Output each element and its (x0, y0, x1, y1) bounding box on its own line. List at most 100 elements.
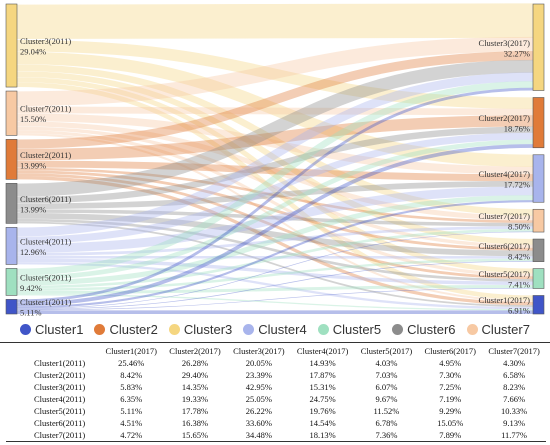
node-target-cluster2 (532, 97, 545, 149)
node-target-cluster5 (532, 268, 545, 289)
node-source-cluster1-share: 5.11% (20, 308, 42, 318)
link-cluster5-to-cluster4 (16, 195, 534, 286)
table-row: Cluster2(2011) 8.42% 29.40% 23.39% 17.87% 7.0… (6, 369, 546, 381)
legend-item-cluster2: Cluster2 (94, 322, 158, 337)
table-cell: 15.31% (309, 382, 336, 392)
node-source-cluster2-share: 13.99% (20, 160, 46, 170)
legend-label-cluster3: Cluster3 (183, 321, 233, 337)
table-cell: 29.40% (181, 370, 209, 380)
link-cluster4-to-cluster7 (16, 226, 534, 256)
table-cell: 19.33% (181, 394, 209, 404)
link-cluster3-to-cluster1 (16, 82, 534, 301)
table-cell: 7.66% (503, 394, 526, 404)
legend-label-cluster4: Cluster4 (258, 321, 307, 337)
link-cluster5-to-cluster6 (16, 258, 534, 291)
table-cell: 34.48% (226, 429, 291, 442)
table-cell: 33.60% (245, 418, 272, 428)
link-cluster1-to-cluster4 (16, 200, 534, 309)
node-source-cluster4 (5, 227, 18, 265)
link-cluster4-to-cluster3 (16, 72, 534, 237)
table-cell: 7.30% (439, 370, 462, 380)
link-cluster5-to-cluster2 (16, 139, 534, 281)
table-cell: 15.05% (437, 418, 464, 428)
legend-label-cluster6: Cluster6 (407, 321, 456, 337)
link-cluster3-to-cluster6 (16, 71, 534, 245)
node-source-cluster3-share: 29.04% (20, 47, 46, 57)
link-cluster1-to-cluster6 (16, 260, 534, 310)
legend-swatch-cluster5 (317, 323, 329, 335)
link-cluster6-to-cluster7 (16, 209, 534, 227)
link-cluster5-to-cluster3 (16, 81, 534, 276)
link-cluster3-to-cluster7 (16, 64, 534, 216)
node-target-cluster4-name: Cluster4(2017) (479, 169, 531, 179)
link-cluster3-to-cluster3 (16, 3, 534, 40)
table-cell: 9.67% (375, 394, 398, 404)
link-cluster7-to-cluster6 (16, 126, 534, 248)
node-target-cluster1-name: Cluster1(2017) (479, 295, 531, 305)
node-source-cluster6-name: Cluster6(2011) (20, 194, 71, 204)
node-source-cluster4-name: Cluster4(2011) (20, 236, 71, 246)
node-source-cluster3 (5, 3, 18, 88)
legend-swatch-cluster7 (466, 323, 478, 335)
table-cell: 7.89% (418, 429, 483, 442)
legend-swatch-cluster1 (20, 323, 32, 335)
node-target-cluster7-share: 8.50% (508, 222, 530, 232)
table-cell: 7.36% (354, 429, 419, 442)
sankey-diagram: Cluster3(2011)29.04% Cluster7(2011)15.50%… (5, 3, 545, 318)
legend-item-cluster1: Cluster1 (20, 322, 83, 337)
table-col-header-cluster5: Cluster5(2017) (360, 346, 413, 356)
legend-swatch-cluster3 (168, 323, 180, 335)
legend-item-cluster6: Cluster6 (392, 321, 456, 337)
table-cell: 5.83% (120, 382, 143, 392)
node-target-cluster3-share: 32.27% (504, 48, 530, 58)
table-row: Cluster1(2011) 25.46% 26.28% 20.05% 14.93% 4.… (6, 357, 546, 369)
table-row: Cluster4(2011) 6.35% 19.33% 25.05% 24.75% 9.6… (6, 393, 546, 405)
link-cluster6-to-cluster4 (16, 180, 534, 210)
link-cluster3-to-cluster4 (16, 51, 534, 167)
legend-swatch-cluster6 (392, 323, 404, 335)
node-target-cluster5-share: 7.41% (508, 280, 530, 290)
link-cluster1-to-cluster3 (16, 87, 534, 303)
sankey-links (16, 3, 534, 315)
table-cell: 9.13% (503, 418, 526, 428)
table-col-header-cluster4: Cluster4(2017) (296, 346, 349, 356)
link-cluster6-to-cluster6 (16, 212, 534, 257)
table-cell: 15.65% (163, 429, 227, 442)
link-cluster2-to-cluster4 (16, 160, 534, 182)
link-cluster7-to-cluster7 (16, 121, 534, 221)
link-cluster5-to-cluster1 (16, 294, 534, 311)
table-cell: 17.78% (181, 406, 209, 416)
table-cell: 26.22% (245, 406, 272, 416)
link-cluster7-to-cluster5 (16, 130, 534, 277)
node-source-cluster1 (5, 299, 18, 315)
table-cell: 4.95% (439, 358, 462, 368)
link-cluster6-to-cluster1 (16, 221, 534, 307)
table-col-header-cluster3: Cluster3(2017) (233, 346, 285, 356)
table-top-rule (0, 342, 550, 343)
link-cluster4-to-cluster5 (16, 258, 534, 286)
table-cell: 11.77% (482, 429, 546, 442)
node-source-cluster2 (5, 139, 18, 180)
table-cell: 18.13% (290, 429, 355, 442)
node-source-cluster2-name: Cluster2(2011) (20, 150, 71, 160)
table-col-header-cluster6: Cluster6(2017) (424, 346, 476, 356)
link-cluster6-to-cluster5 (16, 218, 534, 282)
table-cell: 6.07% (375, 382, 398, 392)
link-cluster7-to-cluster3 (16, 36, 534, 107)
table-row-header: Cluster4(2011) (34, 394, 86, 404)
link-cluster7-to-cluster2 (16, 106, 534, 116)
node-target-cluster2-share: 18.76% (504, 124, 530, 134)
node-target-cluster4 (532, 154, 545, 203)
table-row-header: Cluster3(2011) (34, 382, 86, 392)
table-row: Cluster7(2011) 4.72% 15.65% 34.48% 18.13% 7.3… (6, 429, 546, 442)
link-cluster1-to-cluster5 (16, 287, 534, 311)
link-cluster3-to-cluster5 (16, 77, 534, 274)
table-cell: 11.52% (373, 406, 400, 416)
table-row: Cluster5(2011) 5.11% 17.78% 26.22% 19.76% 11.… (6, 405, 546, 417)
table-row: Cluster3(2011) 5.83% 14.35% 42.95% 15.31% 6.0… (6, 381, 546, 393)
node-target-cluster2-name: Cluster2(2017) (479, 113, 531, 123)
node-source-cluster1-name: Cluster1(2011) (20, 297, 71, 307)
link-cluster2-to-cluster5 (16, 173, 534, 280)
link-cluster7-to-cluster4 (16, 113, 534, 175)
table-col-header-cluster2: Cluster2(2017) (169, 346, 221, 356)
